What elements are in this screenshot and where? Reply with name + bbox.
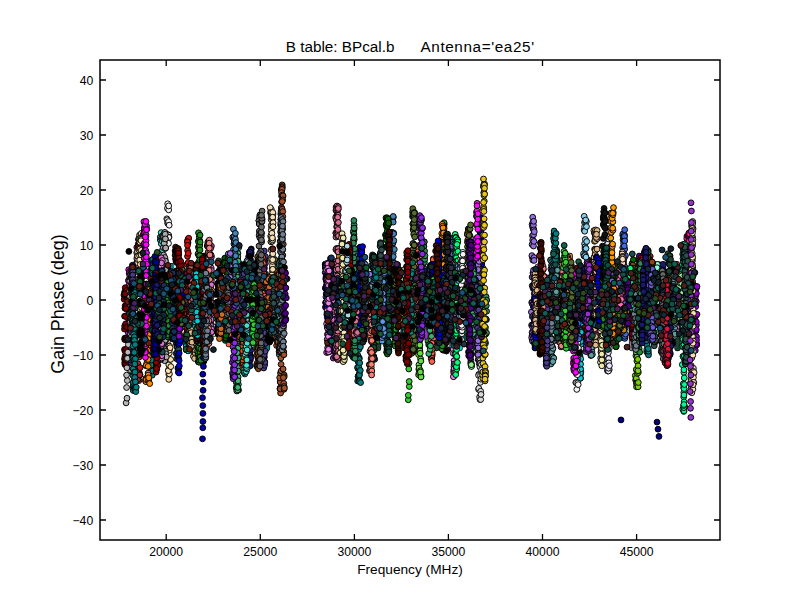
svg-text:−20: −20 — [73, 404, 94, 418]
svg-text:−10: −10 — [73, 349, 94, 363]
svg-text:25000: 25000 — [243, 545, 277, 559]
svg-text:20000: 20000 — [149, 545, 183, 559]
svg-text:B table: BPcal.b: B table: BPcal.b — [286, 38, 395, 55]
svg-text:30: 30 — [80, 129, 94, 143]
svg-text:0: 0 — [86, 294, 93, 308]
svg-text:40000: 40000 — [526, 545, 560, 559]
svg-text:10: 10 — [80, 239, 94, 253]
svg-text:Antenna='ea25': Antenna='ea25' — [421, 38, 535, 55]
svg-text:45000: 45000 — [620, 545, 654, 559]
svg-text:Gain Phase (deg): Gain Phase (deg) — [48, 234, 68, 373]
svg-text:Frequency (MHz): Frequency (MHz) — [357, 562, 463, 577]
svg-text:−30: −30 — [73, 459, 94, 473]
svg-text:35000: 35000 — [431, 545, 465, 559]
svg-text:−40: −40 — [73, 514, 94, 528]
svg-text:30000: 30000 — [337, 545, 371, 559]
svg-text:20: 20 — [80, 184, 94, 198]
svg-text:40: 40 — [80, 74, 94, 88]
